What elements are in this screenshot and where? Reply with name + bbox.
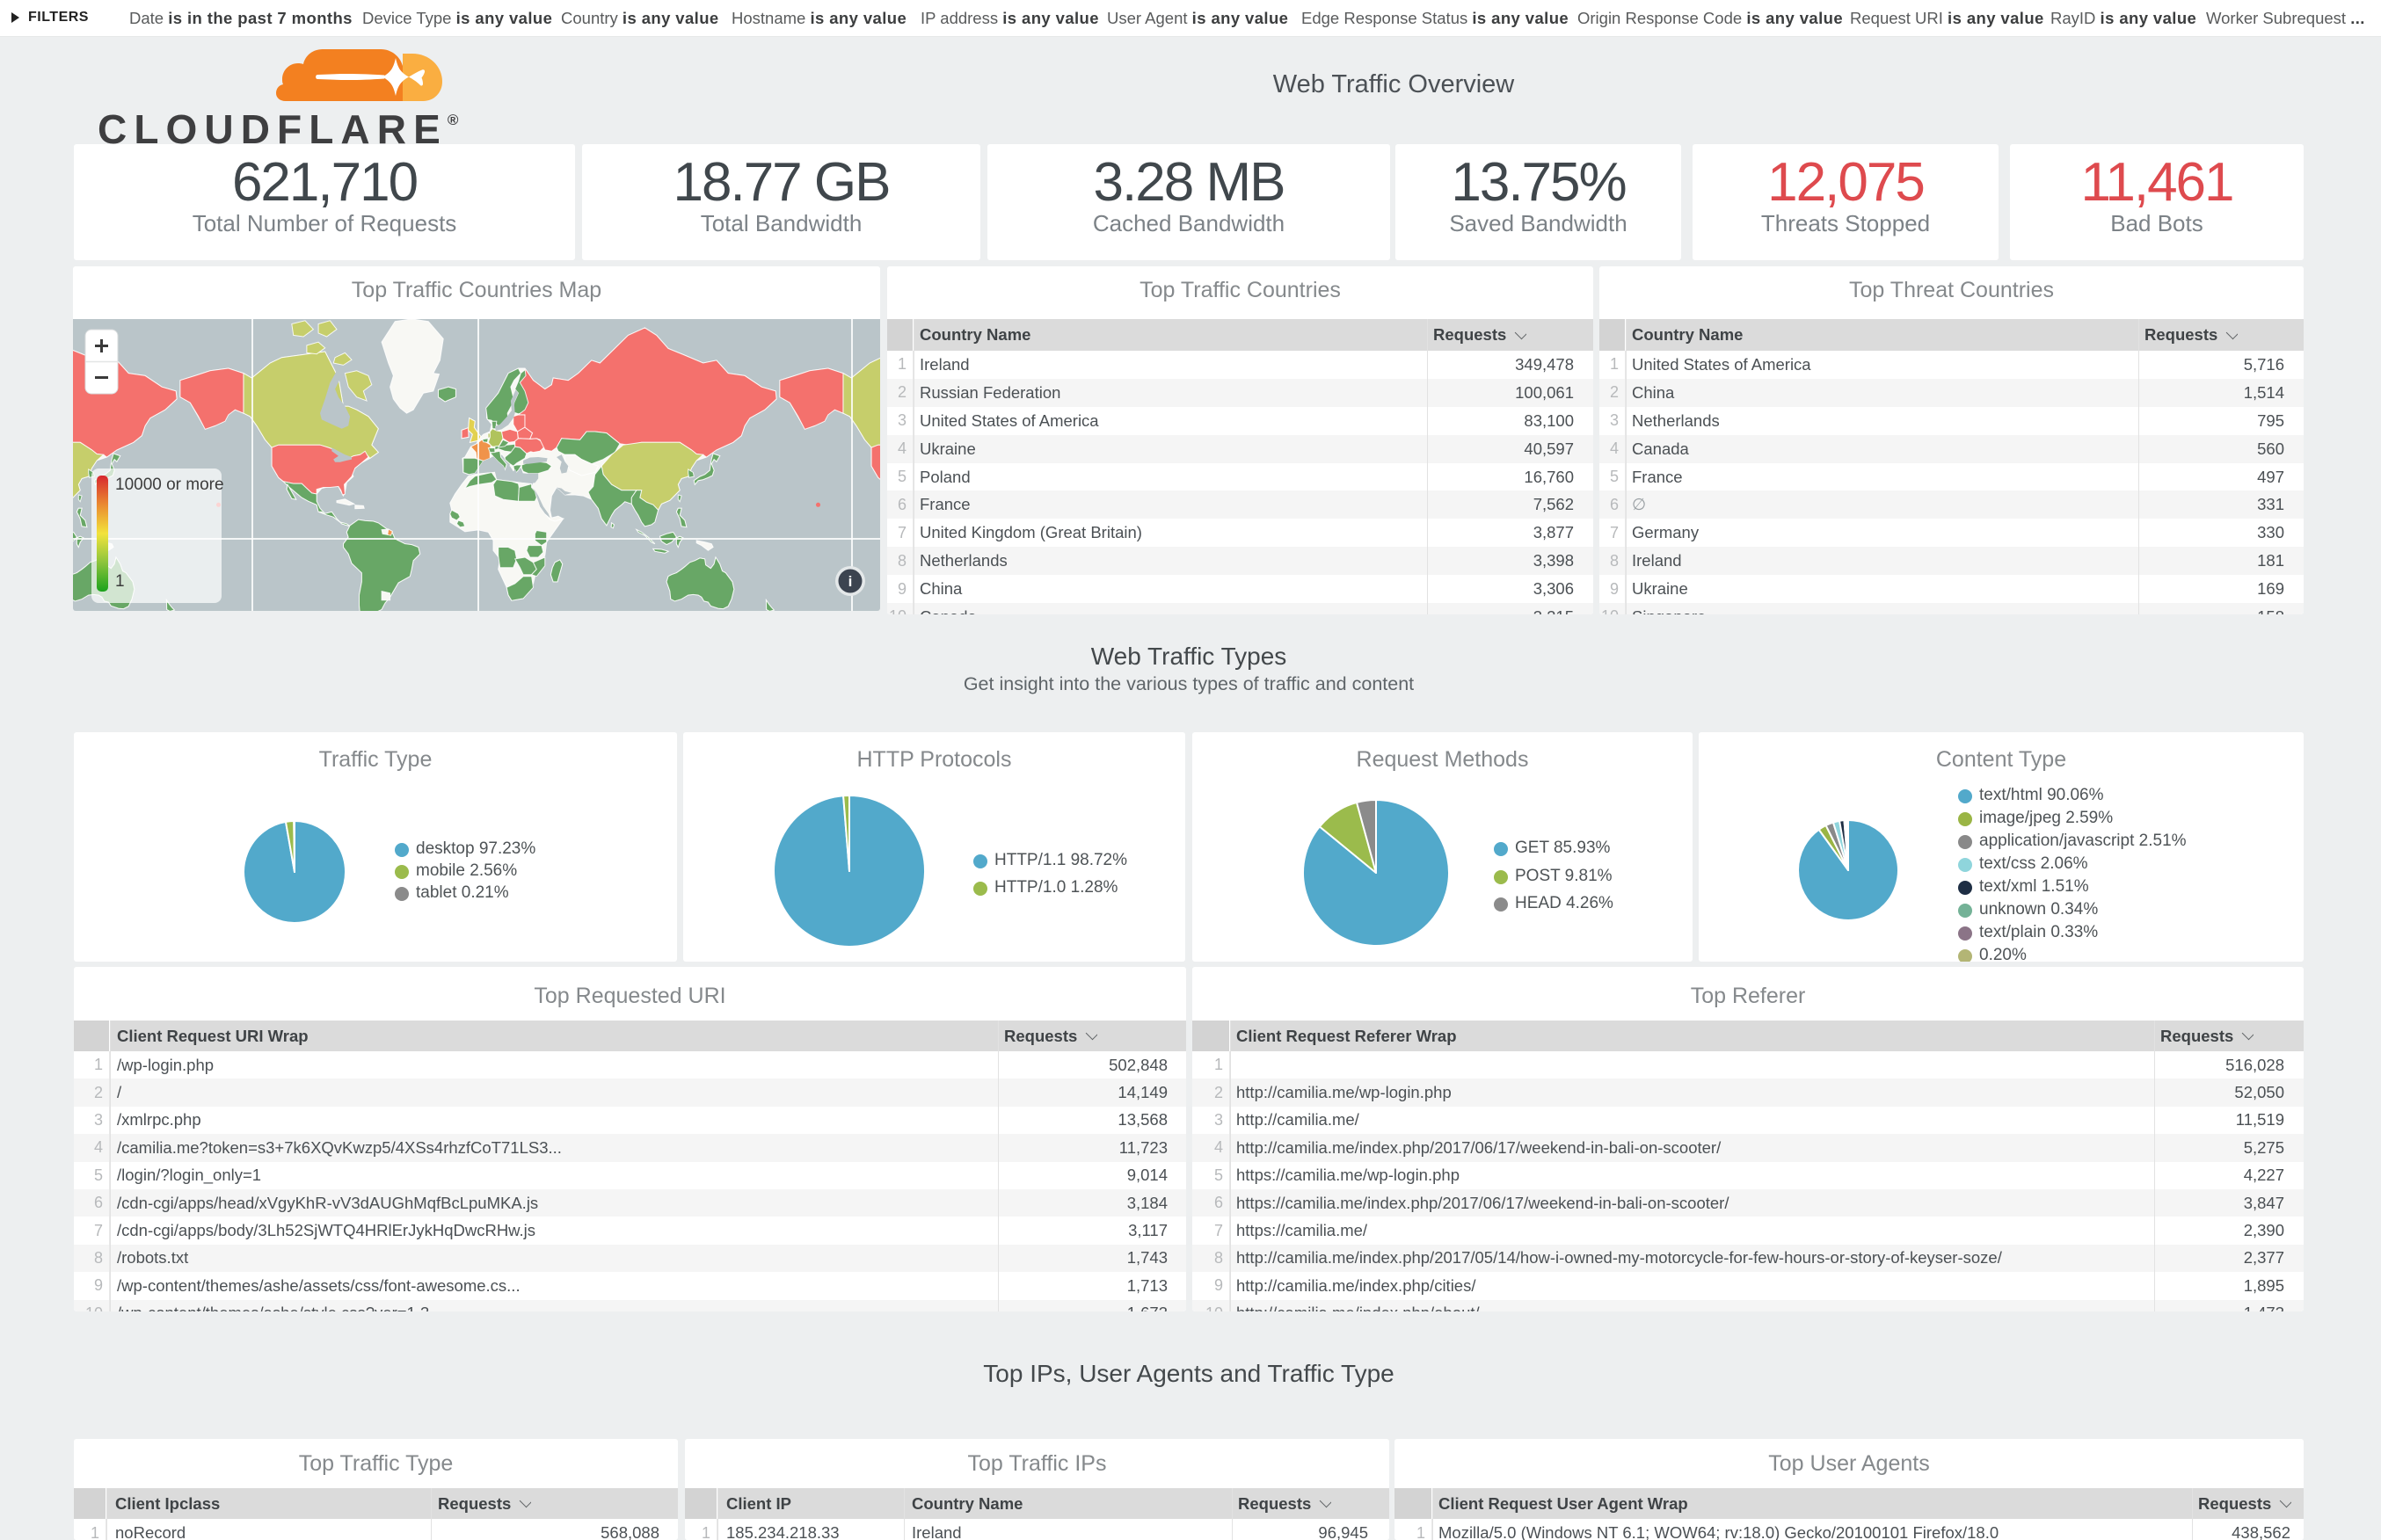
svg-text:1: 1: [115, 572, 125, 591]
svg-text:10000 or more: 10000 or more: [115, 476, 224, 494]
svg-text:i: i: [848, 573, 853, 590]
